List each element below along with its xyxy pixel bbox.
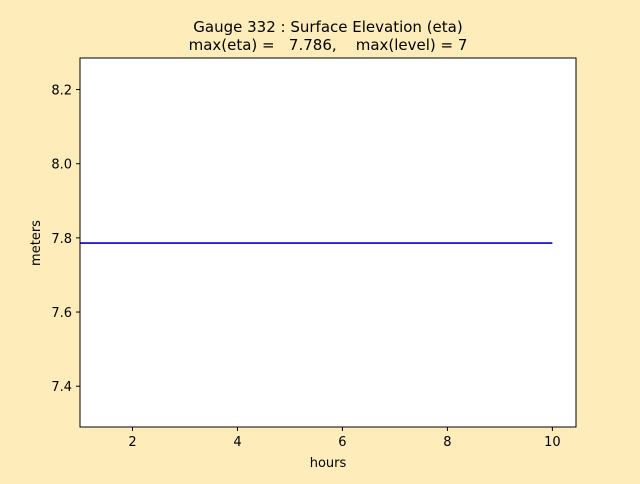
y-tick-label: 8.0 (51, 158, 72, 173)
x-axis-ticks: 2 4 6 8 10 (128, 427, 561, 450)
chart-title-line2: max(eta) = 7.786, max(level) = 7 (189, 36, 468, 54)
y-tick-label: 7.6 (51, 306, 72, 321)
plot-frame (79, 57, 577, 428)
x-tick-label: 6 (338, 435, 346, 450)
y-tick-label: 8.2 (51, 84, 72, 99)
x-tick-label: 10 (544, 435, 561, 450)
y-tick-label: 7.4 (51, 380, 72, 395)
x-tick-label: 4 (233, 435, 241, 450)
chart-title-line1: Gauge 332 : Surface Elevation (eta) (193, 18, 462, 36)
y-axis-label: meters (29, 220, 44, 266)
x-tick-label: 2 (128, 435, 136, 450)
y-tick-label: 7.8 (51, 232, 72, 247)
x-axis-label: hours (310, 456, 347, 471)
x-tick-label: 8 (443, 435, 451, 450)
y-axis-ticks: 7.4 7.6 7.8 8.0 8.2 (51, 84, 80, 395)
